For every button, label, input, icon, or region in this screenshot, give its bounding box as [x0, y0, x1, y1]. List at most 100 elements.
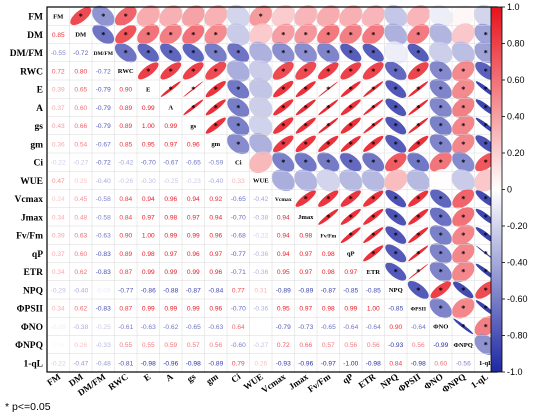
correlation-ellipse	[339, 24, 362, 45]
correlation-ellipse	[182, 43, 204, 62]
correlation-ellipse	[70, 7, 92, 26]
row-label: FM	[28, 13, 43, 23]
significance-star: *	[124, 30, 128, 39]
correlation-ellipse	[204, 5, 228, 28]
correlation-value: -0.77	[231, 251, 246, 258]
significance-star: *	[416, 67, 420, 76]
significance-star: *	[439, 231, 443, 240]
correlation-ellipse	[408, 190, 429, 207]
correlation-ellipse	[160, 81, 181, 97]
correlation-ellipse	[429, 23, 453, 46]
correlation-ellipse	[363, 135, 384, 152]
correlation-ellipse	[428, 169, 453, 192]
significance-star: *	[191, 49, 195, 58]
significance-star: *	[236, 103, 240, 112]
correlation-value: -0.36	[253, 269, 268, 276]
correlation-value: 0.25	[74, 178, 87, 185]
column-label: gm	[204, 371, 220, 386]
correlation-value: 0.64	[232, 324, 245, 331]
significance-star: *	[214, 49, 218, 58]
correlation-ellipse	[227, 79, 250, 99]
correlation-ellipse	[340, 43, 362, 62]
significance-star: *	[326, 85, 330, 94]
significance-star: *	[484, 140, 488, 149]
row-label: ΦNPQ	[15, 341, 43, 351]
significance-star: *	[304, 67, 308, 76]
correlation-value: 0.94	[277, 214, 290, 221]
correlation-ellipse	[272, 152, 295, 173]
correlation-ellipse	[408, 117, 429, 134]
correlation-value: 0.01	[254, 324, 267, 331]
row-label: ΦNO	[21, 323, 43, 333]
correlation-value: 0.89	[119, 123, 132, 130]
correlation-ellipse	[137, 62, 159, 80]
correlation-ellipse	[273, 80, 294, 98]
correlation-value: -0.93	[276, 360, 291, 367]
correlation-ellipse	[340, 227, 361, 244]
correlation-value: -0.42	[118, 160, 133, 167]
correlation-value: 0.87	[119, 269, 132, 276]
significance-star: *	[416, 158, 420, 167]
significance-star: *	[281, 140, 285, 149]
correlation-value: -0.55	[51, 50, 66, 57]
correlation-value: -0.85	[388, 306, 403, 313]
significance-star: *	[484, 322, 488, 331]
correlation-value: 0.34	[52, 306, 65, 313]
significance-star: *	[214, 122, 218, 131]
significance-star: *	[304, 195, 308, 204]
correlation-value: -0.89	[208, 360, 223, 367]
correlation-ellipse	[294, 169, 318, 192]
correlation-ellipse	[273, 117, 294, 134]
correlation-value: 0.56	[412, 342, 425, 349]
correlation-ellipse	[451, 297, 475, 319]
significance-star: *	[304, 158, 308, 167]
correlation-ellipse	[295, 81, 316, 98]
correlation-ellipse	[385, 189, 407, 208]
significance-star: *	[461, 304, 465, 313]
significance-star: *	[484, 122, 488, 131]
significance-star: *	[484, 158, 488, 167]
correlation-value: -0.40	[73, 287, 88, 294]
diagonal-label: ΦNO	[433, 324, 448, 331]
correlation-ellipse	[408, 208, 429, 225]
significance-star: *	[326, 49, 330, 58]
correlation-ellipse	[407, 152, 430, 172]
correlation-ellipse	[451, 60, 475, 82]
correlation-ellipse	[385, 116, 407, 135]
correlation-value: -0.64	[411, 324, 426, 331]
correlation-value: 0.90	[119, 233, 132, 240]
correlation-ellipse	[249, 96, 273, 119]
correlation-value: -0.79	[96, 87, 111, 94]
correlation-value: 0.72	[277, 342, 290, 349]
significance-star: *	[439, 249, 443, 258]
significance-star: *	[416, 85, 420, 94]
significance-star: *	[349, 122, 353, 131]
correlation-value: 0.43	[52, 123, 65, 130]
diagonal-label: Vcmax	[275, 197, 292, 203]
significance-star: *	[461, 231, 465, 240]
correlation-ellipse	[385, 262, 407, 281]
correlation-ellipse	[429, 243, 452, 264]
correlation-ellipse	[159, 24, 182, 45]
correlation-value: -0.84	[208, 287, 223, 294]
correlation-value: 0.85	[119, 141, 132, 148]
significance-star: *	[371, 158, 375, 167]
correlation-value: 0.84	[389, 360, 402, 367]
correlation-value: 0.99	[187, 306, 200, 313]
correlation-value: -0.64	[343, 324, 358, 331]
correlation-ellipse	[114, 42, 137, 63]
correlation-value: -0.99	[433, 342, 448, 349]
correlation-value: -0.27	[253, 342, 268, 349]
column-label: qP	[341, 371, 356, 386]
correlation-ellipse	[406, 5, 430, 28]
significance-star: *	[326, 195, 330, 204]
correlation-ellipse	[406, 169, 430, 192]
correlation-value: -0.22	[51, 360, 66, 367]
significance-star: *	[439, 268, 443, 277]
correlation-value: 0.95	[277, 269, 290, 276]
correlation-value: 0.92	[209, 196, 222, 203]
correlation-value: 0.94	[277, 251, 290, 258]
correlation-value: -0.77	[118, 287, 133, 294]
diagonal-label: E	[146, 86, 151, 93]
